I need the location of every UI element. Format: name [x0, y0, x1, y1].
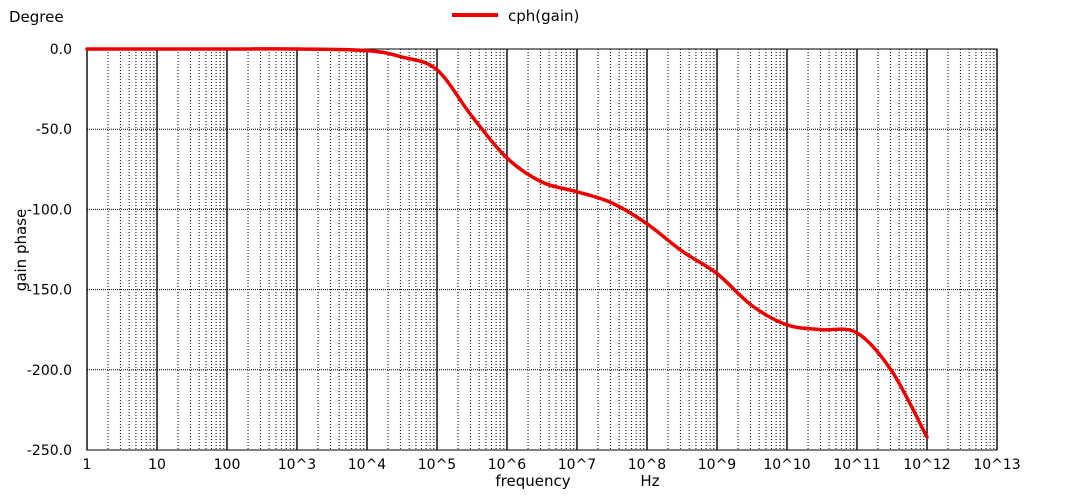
- x-tick-label: 10: [148, 457, 166, 473]
- x-tick-label: 10^7: [558, 457, 596, 473]
- x-tick-label: 10^12: [903, 457, 950, 473]
- y-unit-label: Degree: [9, 8, 64, 26]
- x-unit-label: Hz: [640, 472, 659, 490]
- x-tick-label: 10^3: [278, 457, 316, 473]
- y-tick-label: -250.0: [27, 443, 72, 459]
- y-tick-label: -200.0: [27, 363, 72, 379]
- x-tick-labels: 1 10 100 10^3 10^4 10^5 10^6 10^7 10^8 10^9 10^10 1…: [83, 457, 1021, 473]
- x-tick-label: 100: [214, 457, 241, 473]
- x-tick-label: 10^10: [763, 457, 810, 473]
- x-tick-label: 10^11: [833, 457, 880, 473]
- plot-frame: [86, 48, 998, 451]
- x-axis-label: frequency: [495, 472, 570, 490]
- y-tick-labels: 0.0 -50.0 -100.0 -150.0 -200.0 -250.0: [27, 42, 72, 459]
- y-tick-label: -50.0: [36, 122, 72, 138]
- x-tick-label: 10^8: [628, 457, 666, 473]
- x-tick-label: 10^5: [418, 457, 456, 473]
- y-tick-label: -150.0: [27, 283, 72, 299]
- x-tick-label: 10^9: [698, 457, 736, 473]
- series: [85, 47, 929, 439]
- y-axis-label: gain phase: [12, 209, 30, 291]
- series-line-cph-gain: [85, 47, 929, 439]
- legend: cph(gain): [452, 7, 579, 25]
- x-tick-label: 10^4: [348, 457, 387, 473]
- x-tick-label: 10^6: [488, 457, 527, 473]
- grid: [86, 48, 998, 451]
- y-tick-label: -100.0: [27, 202, 72, 218]
- x-tick-label: 10^13: [973, 457, 1020, 473]
- x-tick-label: 1: [83, 457, 92, 473]
- y-tick-label: 0.0: [50, 42, 72, 58]
- legend-entry: cph(gain): [508, 7, 579, 25]
